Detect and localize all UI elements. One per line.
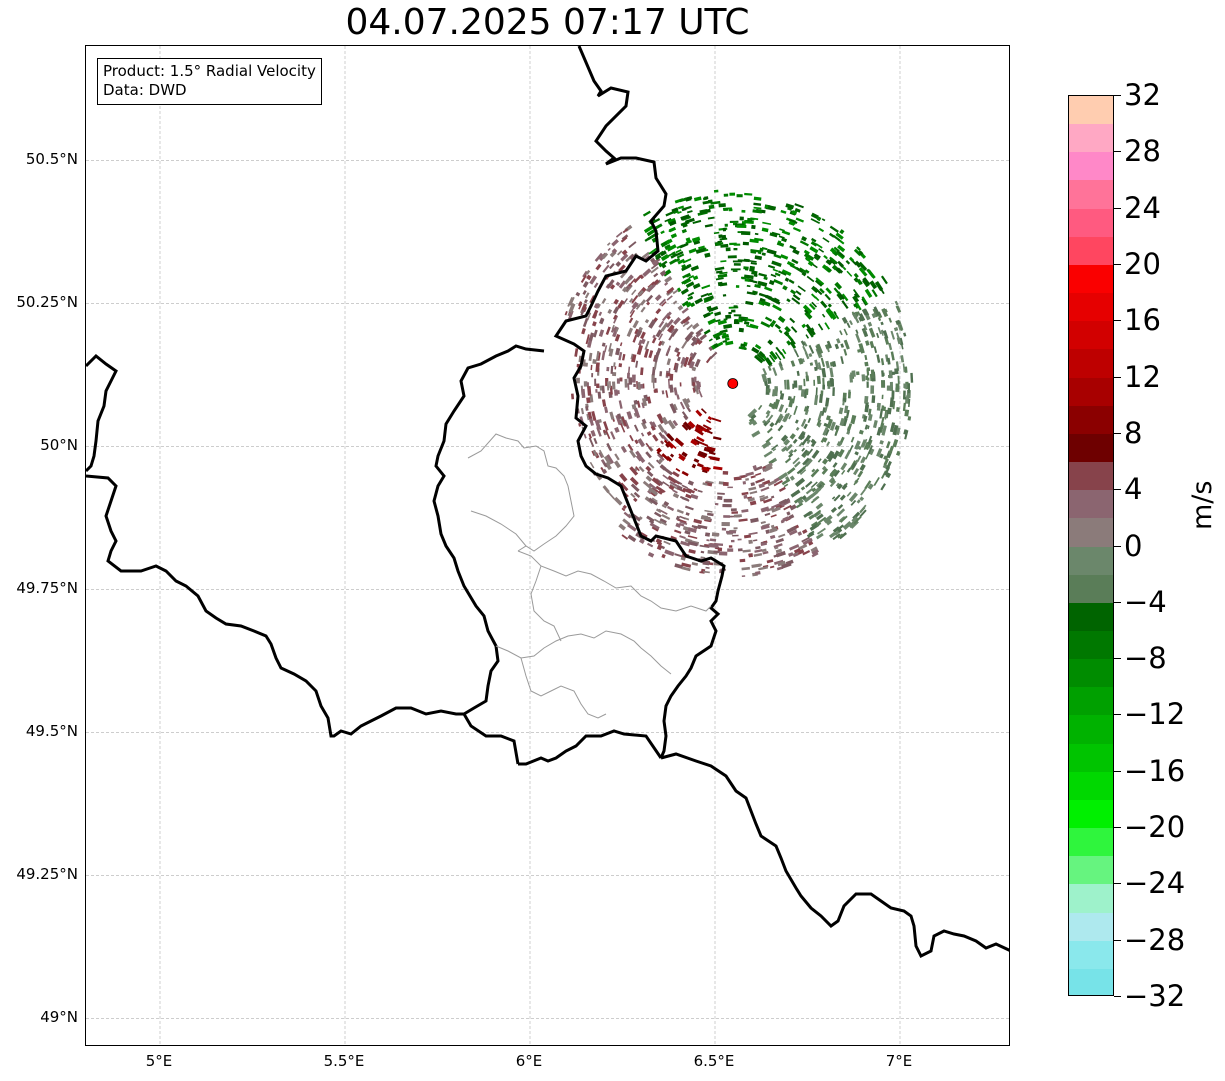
colorbar-segment — [1069, 405, 1113, 435]
colorbar-tick — [1114, 489, 1121, 491]
colorbar-segment — [1069, 293, 1113, 323]
colorbar-tick-label: −28 — [1124, 922, 1186, 957]
colorbar-tick — [1114, 95, 1121, 96]
colorbar-segment — [1069, 687, 1113, 717]
colorbar-tick-label: 0 — [1124, 528, 1143, 563]
colorbar-segment — [1069, 433, 1113, 464]
lat-tick-label: 49.75°N — [16, 579, 78, 598]
colorbar-segment — [1069, 659, 1113, 689]
radar-map — [86, 46, 1009, 1045]
border-belgium-france — [86, 474, 520, 765]
lon-tick-label: 5.5°E — [323, 1052, 365, 1070]
colorbar-tick — [1114, 827, 1121, 829]
colorbar-segment — [1069, 743, 1113, 773]
colorbar-tick — [1114, 770, 1121, 772]
lat-tick-label: 49°N — [40, 1008, 78, 1027]
colorbar-segment — [1069, 490, 1113, 520]
colorbar-tick-label: 16 — [1124, 303, 1161, 338]
colorbar-tick — [1114, 658, 1121, 660]
border-belgium-northwest — [86, 353, 118, 473]
colorbar-segment — [1069, 546, 1113, 576]
colorbar-segment — [1069, 180, 1113, 210]
colorbar-segment — [1069, 96, 1113, 126]
colorbar-tick — [1114, 207, 1121, 209]
colorbar-tick — [1114, 883, 1121, 885]
lat-tick-label: 50.5°N — [25, 150, 78, 169]
colorbar-tick-label: −16 — [1124, 753, 1186, 788]
lat-tick-label: 49.25°N — [16, 865, 78, 884]
colorbar-tick-label: 32 — [1124, 78, 1161, 112]
colorbar-tick — [1114, 432, 1121, 434]
map-title: 04.07.2025 07:17 UTC — [345, 2, 750, 43]
colorbar-tick-label: −8 — [1124, 641, 1167, 676]
lon-tick-label: 7°E — [885, 1052, 913, 1070]
colorbar-tick-label: 12 — [1124, 359, 1161, 394]
product-label: Product: 1.5° Radial Velocity — [103, 62, 316, 80]
lat-tick-label: 50.25°N — [16, 293, 78, 312]
border-luxembourg-west — [432, 344, 545, 716]
colorbar-tick — [1114, 151, 1121, 153]
colorbar-tick — [1114, 939, 1121, 941]
lon-tick-label: 6.5°E — [693, 1052, 735, 1070]
colorbar-tick-label: −4 — [1124, 584, 1167, 619]
colorbar-tick-label: −24 — [1124, 866, 1186, 901]
colorbar-tick — [1114, 263, 1121, 265]
colorbar-tick-label: 24 — [1124, 190, 1161, 225]
country-borders — [86, 46, 1009, 959]
colorbar-tick-label: −12 — [1124, 697, 1186, 732]
map-panel[interactable] — [85, 45, 1010, 1046]
velocity-colorbar — [1068, 95, 1114, 996]
colorbar-segment — [1069, 208, 1113, 238]
colorbar-tick-label: −20 — [1124, 810, 1186, 845]
colorbar-segment — [1069, 574, 1113, 604]
colorbar-segment — [1069, 828, 1113, 858]
colorbar-segment — [1069, 799, 1113, 830]
colorbar-segment — [1069, 377, 1113, 407]
colorbar-segment — [1069, 771, 1113, 801]
colorbar-segment — [1069, 630, 1113, 661]
border-germany-belgium — [553, 46, 726, 759]
colorbar-tick — [1114, 545, 1121, 547]
lon-tick-label: 6°E — [515, 1052, 543, 1070]
product-info-box: Product: 1.5° Radial Velocity Data: DWD — [97, 58, 322, 105]
radar-velocity-echoes — [564, 189, 914, 578]
colorbar-unit-label: m/s — [1187, 480, 1218, 530]
border-luxembourg-east — [518, 729, 663, 766]
colorbar-segment — [1069, 602, 1113, 632]
border-france-germany — [660, 752, 1009, 959]
colorbar-tick-label: 28 — [1124, 134, 1161, 169]
colorbar-tick-label: 8 — [1124, 415, 1143, 450]
colorbar-segment — [1069, 321, 1113, 351]
colorbar-segment — [1069, 462, 1113, 492]
colorbar-segment — [1069, 968, 1113, 995]
colorbar-segment — [1069, 715, 1113, 745]
lat-tick-label: 49.5°N — [25, 722, 78, 741]
colorbar-segment — [1069, 152, 1113, 182]
colorbar-tick — [1114, 320, 1121, 322]
colorbar-tick-label: 20 — [1124, 246, 1161, 281]
colorbar-segment — [1069, 518, 1113, 548]
colorbar-segment — [1069, 349, 1113, 379]
colorbar-tick — [1114, 996, 1121, 997]
radar-site-marker[interactable] — [727, 378, 739, 389]
data-source-label: Data: DWD — [103, 81, 187, 99]
colorbar-tick-label: −32 — [1124, 979, 1186, 1013]
colorbar-segment — [1069, 856, 1113, 886]
luxembourg-districts — [467, 433, 712, 719]
lon-tick-label: 5°E — [145, 1052, 173, 1070]
colorbar-tick — [1114, 601, 1121, 603]
colorbar-segment — [1069, 264, 1113, 295]
colorbar-segment — [1069, 236, 1113, 266]
colorbar-segment — [1069, 940, 1113, 970]
colorbar-segment — [1069, 884, 1113, 914]
colorbar-tick — [1114, 714, 1121, 716]
colorbar-tick-label: 4 — [1124, 472, 1143, 507]
colorbar-segment — [1069, 124, 1113, 154]
colorbar-tick — [1114, 376, 1121, 378]
colorbar-segment — [1069, 912, 1113, 942]
lat-tick-label: 50°N — [40, 436, 78, 455]
